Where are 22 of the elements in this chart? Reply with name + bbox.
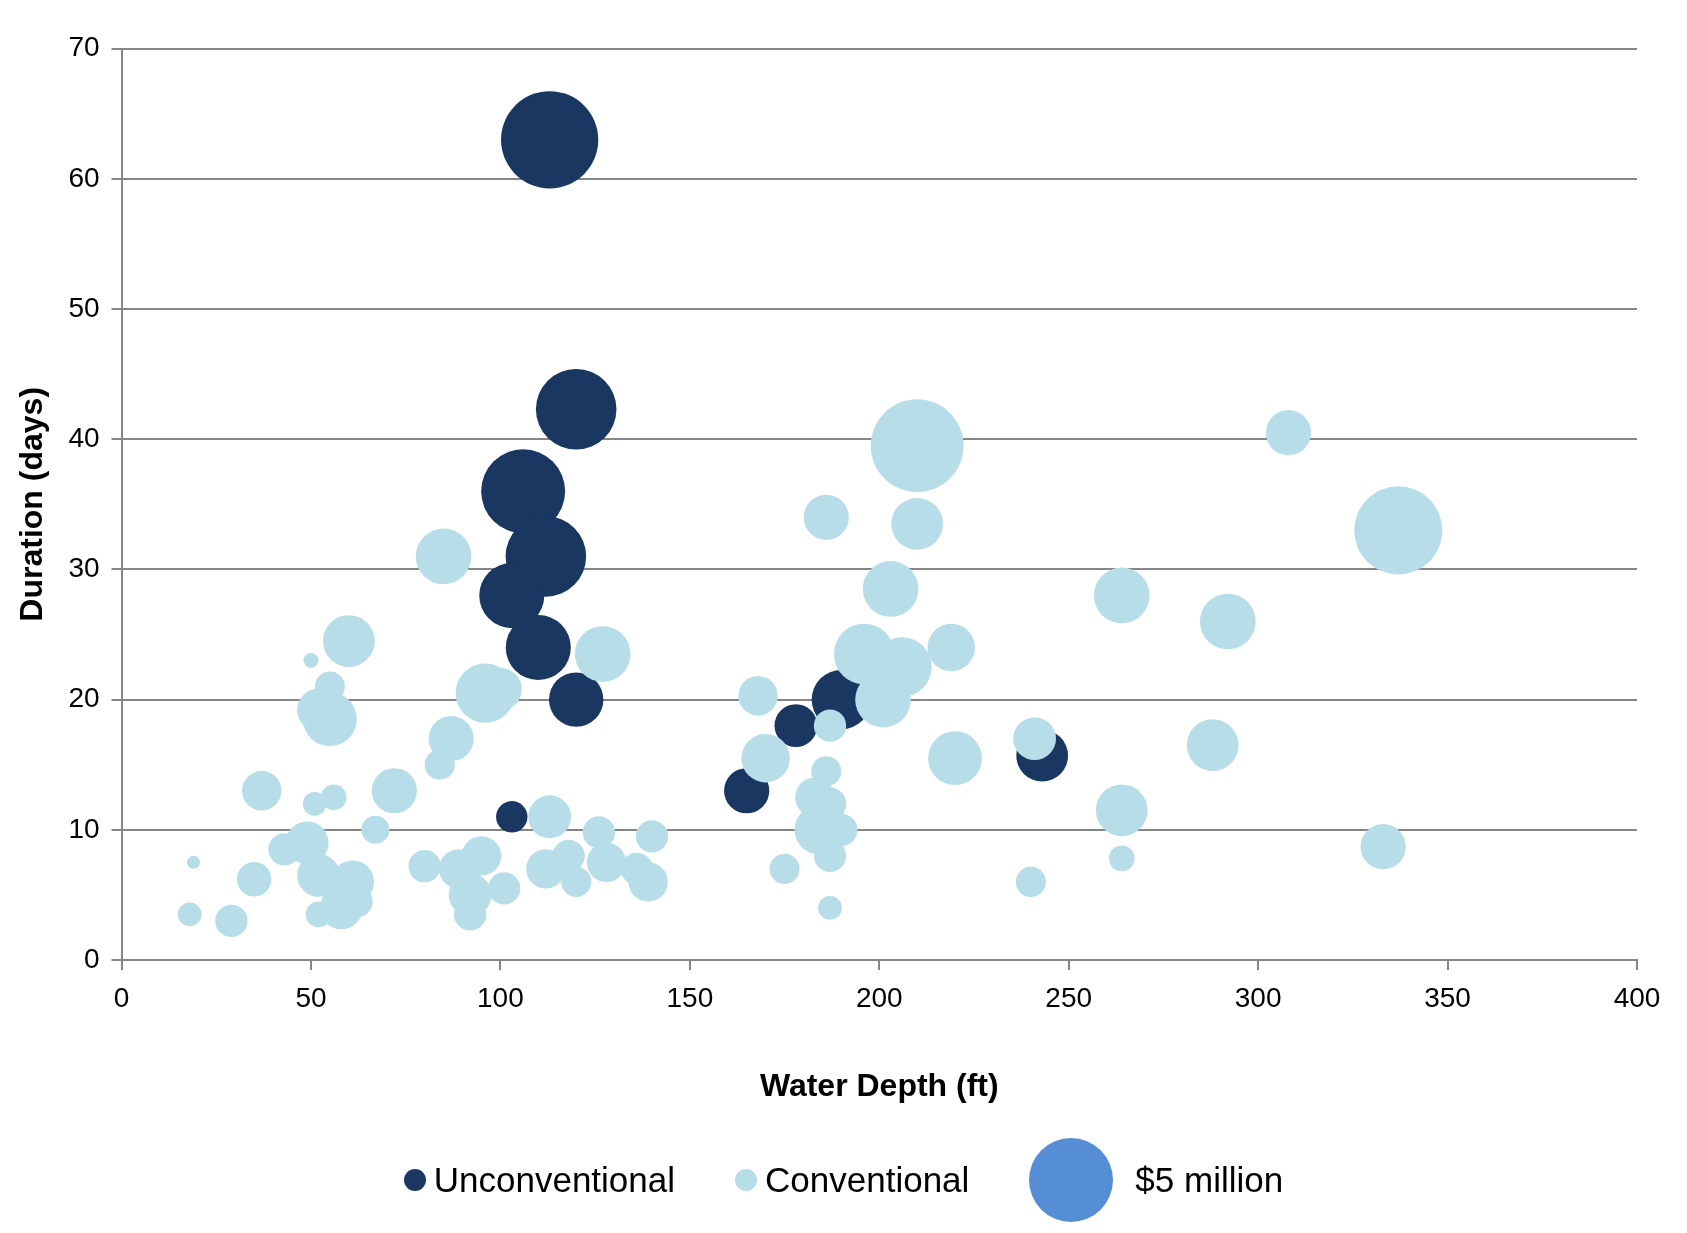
- x-tick-label: 150: [666, 981, 714, 1013]
- x-tick-label: 300: [1234, 981, 1282, 1013]
- y-axis-title: Duration (days): [13, 386, 50, 622]
- x-tick-label: 350: [1424, 981, 1471, 1013]
- y-tick-label: 20: [68, 682, 100, 714]
- y-tick-label: 30: [68, 552, 100, 584]
- x-tick-label: 0: [113, 981, 130, 1013]
- x-tick-label: 200: [855, 981, 903, 1013]
- y-tick-label: 10: [68, 812, 100, 844]
- x-tick-label: 400: [1613, 981, 1661, 1013]
- y-tick-label: 40: [68, 421, 100, 453]
- x-tick-label: 250: [1045, 981, 1093, 1013]
- y-tick-label: 70: [68, 31, 100, 63]
- x-tick-label: 50: [295, 981, 327, 1013]
- y-tick-label: 50: [68, 291, 100, 323]
- legend-label: Unconventional: [433, 1160, 676, 1200]
- legend-label: Conventional: [765, 1160, 970, 1200]
- x-axis-title: Water Depth (ft): [759, 1066, 999, 1103]
- y-tick-label: 0: [83, 942, 100, 974]
- legend-label: $5 million: [1135, 1160, 1284, 1200]
- y-tick-label: 60: [68, 161, 100, 193]
- x-tick-label: 100: [477, 981, 524, 1013]
